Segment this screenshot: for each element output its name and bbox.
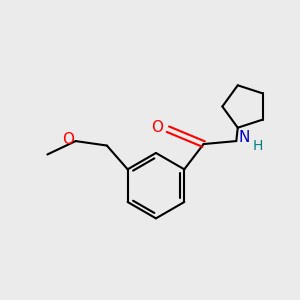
Text: N: N (239, 130, 250, 145)
Text: O: O (62, 132, 74, 147)
Text: H: H (253, 139, 263, 152)
Text: O: O (152, 120, 164, 135)
